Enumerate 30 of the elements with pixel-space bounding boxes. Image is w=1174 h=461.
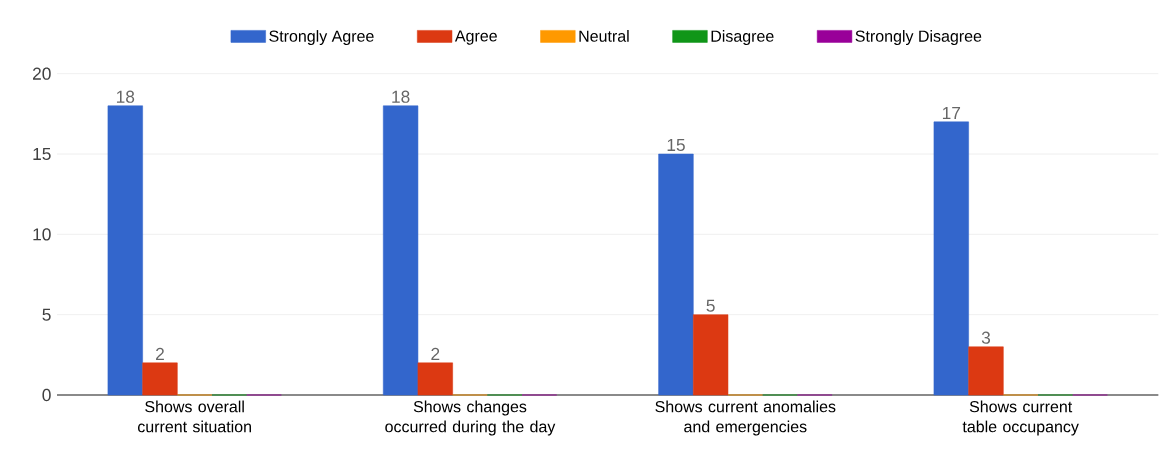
- bar: [417, 362, 453, 396]
- bar: [142, 362, 178, 396]
- legend-label: Strongly Agree: [269, 30, 374, 45]
- legend-label: Agree: [454, 30, 497, 45]
- bar: [383, 105, 419, 396]
- legend-label: Strongly Disagree: [855, 30, 982, 45]
- legend-label: Disagree: [711, 30, 774, 45]
- data-label: 17: [942, 107, 961, 119]
- x-tick-label: Shows current table occupancy: [962, 400, 1079, 436]
- bar: [968, 346, 1004, 396]
- data-label: 5: [706, 299, 715, 312]
- y-tick-label: 5: [42, 308, 51, 321]
- data-label: 3: [981, 331, 991, 344]
- legend-label: Neutral: [579, 30, 629, 42]
- bar: [933, 121, 969, 396]
- data-label: 18: [116, 90, 135, 103]
- y-tick-label: 10: [33, 228, 51, 241]
- bar: [107, 105, 143, 396]
- bar: [693, 314, 729, 396]
- x-tick-label: Shows changes occurred during the day: [385, 400, 556, 436]
- y-tick-label: 20: [33, 67, 51, 80]
- bar: [658, 153, 694, 396]
- x-tick-label: Shows overall current situation: [137, 400, 251, 433]
- y-tick-label: 0: [42, 388, 51, 402]
- data-label: 2: [156, 347, 164, 360]
- data-label: 2: [431, 347, 440, 360]
- y-tick-label: 15: [33, 147, 51, 161]
- data-label: 15: [667, 138, 685, 152]
- data-label: 18: [392, 90, 410, 103]
- x-tick-label: Shows current anomalies and emergencies: [655, 400, 836, 436]
